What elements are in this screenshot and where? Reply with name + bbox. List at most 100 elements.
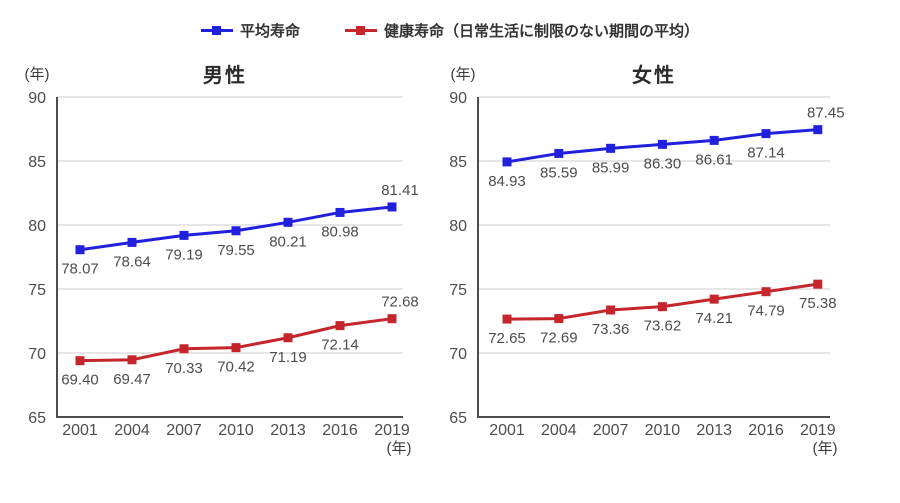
y-tick-label: 80 [28, 218, 46, 235]
data-point-value-label: 85.99 [592, 159, 630, 176]
y-tick-label: 65 [449, 410, 467, 427]
data-point-value-label: 72.69 [540, 330, 578, 347]
x-tick-label: 2004 [114, 422, 150, 439]
y-tick-label: 85 [28, 154, 46, 171]
data-point-value-label: 86.30 [644, 155, 682, 172]
blue-square-line-marker-icon [200, 26, 233, 35]
chart-legend: 平均寿命 健康寿命（日常生活に制限のない期間の平均） [0, 20, 900, 41]
male-y-axis-unit-label: (年) [24, 66, 50, 83]
data-point-marker [127, 237, 137, 247]
female-y-axis-unit-label: (年) [450, 66, 476, 83]
data-point-marker [502, 157, 512, 167]
data-point-value-label: 72.14 [321, 337, 359, 354]
data-point-marker [554, 314, 564, 324]
female-x-axis-unit-label: (年) [812, 440, 838, 457]
data-point-value-label: 84.93 [488, 173, 526, 190]
data-point-value-label: 74.79 [747, 303, 785, 320]
x-tick-label: 2016 [748, 422, 784, 439]
data-point-value-label: 73.62 [644, 318, 682, 335]
y-tick-label: 90 [28, 90, 46, 107]
data-point-marker [387, 314, 397, 324]
male-chart-plot: 90 85 80 75 70 65 2001 2004 2007 2010 2013 2016 2019… [28, 90, 419, 439]
data-point-marker [179, 230, 189, 240]
data-point-value-label: 69.47 [113, 371, 151, 388]
legend-item-healthy-life-expectancy: 健康寿命（日常生活に制限のない期間の平均） [345, 20, 699, 41]
data-point-value-label: 79.19 [165, 246, 203, 263]
legend-item-average-life-expectancy: 平均寿命 [200, 20, 300, 41]
data-point-marker [709, 294, 719, 304]
data-point-value-label: 79.55 [217, 242, 255, 259]
x-tick-label: 2001 [62, 422, 98, 439]
data-point-value-label: 75.38 [799, 295, 837, 312]
x-tick-label: 2013 [270, 422, 306, 439]
y-tick-label: 90 [449, 90, 467, 107]
data-point-value-label: 87.14 [747, 145, 785, 162]
data-point-marker [231, 343, 241, 353]
x-tick-label: 2013 [696, 422, 732, 439]
data-point-value-label: 86.61 [695, 151, 733, 168]
data-point-value-label: 78.64 [113, 253, 151, 270]
red-square-line-marker-icon [345, 26, 377, 35]
male-x-axis-unit-label: (年) [386, 440, 412, 457]
data-point-value-label: 72.65 [488, 330, 526, 347]
x-tick-label: 2004 [541, 422, 577, 439]
data-point-marker [761, 287, 771, 297]
data-point-marker [231, 226, 241, 236]
data-point-marker [813, 125, 823, 135]
female-chart-title: 女性 [632, 65, 676, 87]
data-point-marker [554, 148, 564, 158]
data-point-value-label: 71.19 [269, 349, 307, 366]
data-point-marker [387, 202, 397, 212]
data-point-marker [657, 302, 667, 312]
x-tick-label: 2010 [218, 422, 254, 439]
legend-label-average-life-expectancy: 平均寿命 [239, 23, 300, 40]
data-point-value-label: 87.45 [807, 105, 845, 122]
x-tick-label: 2019 [374, 422, 410, 439]
data-point-value-label: 73.36 [592, 321, 630, 338]
data-point-value-label: 74.21 [695, 310, 733, 327]
data-point-marker [709, 135, 719, 145]
x-tick-label: 2016 [322, 422, 358, 439]
data-point-marker [335, 321, 345, 331]
data-point-value-label: 69.40 [61, 372, 99, 389]
x-tick-label: 2007 [166, 422, 202, 439]
female-chart: 女性 (年) 90 85 80 75 70 65 2001 2004 2007 2010 2013 2… [440, 50, 890, 500]
data-point-value-label: 81.41 [381, 182, 419, 199]
legend-label-healthy-life-expectancy: 健康寿命（日常生活に制限のない期間の平均） [384, 23, 700, 40]
data-point-marker [335, 207, 345, 217]
data-point-marker [502, 314, 512, 324]
data-point-marker [761, 129, 771, 139]
data-point-marker [606, 305, 616, 315]
data-point-marker [657, 139, 667, 149]
data-point-marker [75, 356, 85, 366]
data-point-value-label: 80.21 [269, 233, 307, 250]
x-tick-label: 2007 [593, 422, 629, 439]
data-point-value-label: 80.98 [321, 223, 359, 240]
x-tick-label: 2019 [800, 422, 836, 439]
y-tick-label: 75 [28, 282, 46, 299]
male-chart-title: 男性 [203, 65, 247, 87]
y-tick-label: 70 [28, 346, 46, 363]
male-chart: 男性 (年) 90 85 80 75 70 65 2001 2004 2007 2010 2013 2… [0, 50, 450, 500]
data-point-value-label: 70.42 [217, 359, 255, 376]
data-point-value-label: 85.59 [540, 164, 578, 181]
data-point-marker [813, 279, 823, 289]
y-tick-label: 75 [449, 282, 467, 299]
data-point-marker [283, 333, 293, 343]
data-point-marker [606, 143, 616, 153]
y-tick-label: 85 [449, 154, 467, 171]
data-point-value-label: 78.07 [61, 261, 99, 278]
y-tick-label: 80 [449, 218, 467, 235]
data-point-value-label: 72.68 [381, 294, 419, 311]
data-point-marker [283, 217, 293, 227]
data-point-marker [75, 245, 85, 255]
x-tick-label: 2001 [489, 422, 525, 439]
x-tick-label: 2010 [645, 422, 681, 439]
data-point-marker [127, 355, 137, 365]
y-tick-label: 65 [28, 410, 46, 427]
data-point-value-label: 70.33 [165, 360, 203, 377]
legend-square [356, 26, 365, 35]
y-tick-label: 70 [449, 346, 467, 363]
female-chart-plot: 90 85 80 75 70 65 2001 2004 2007 2010 2013 2016 2019… [449, 90, 845, 439]
data-point-marker [179, 344, 189, 354]
